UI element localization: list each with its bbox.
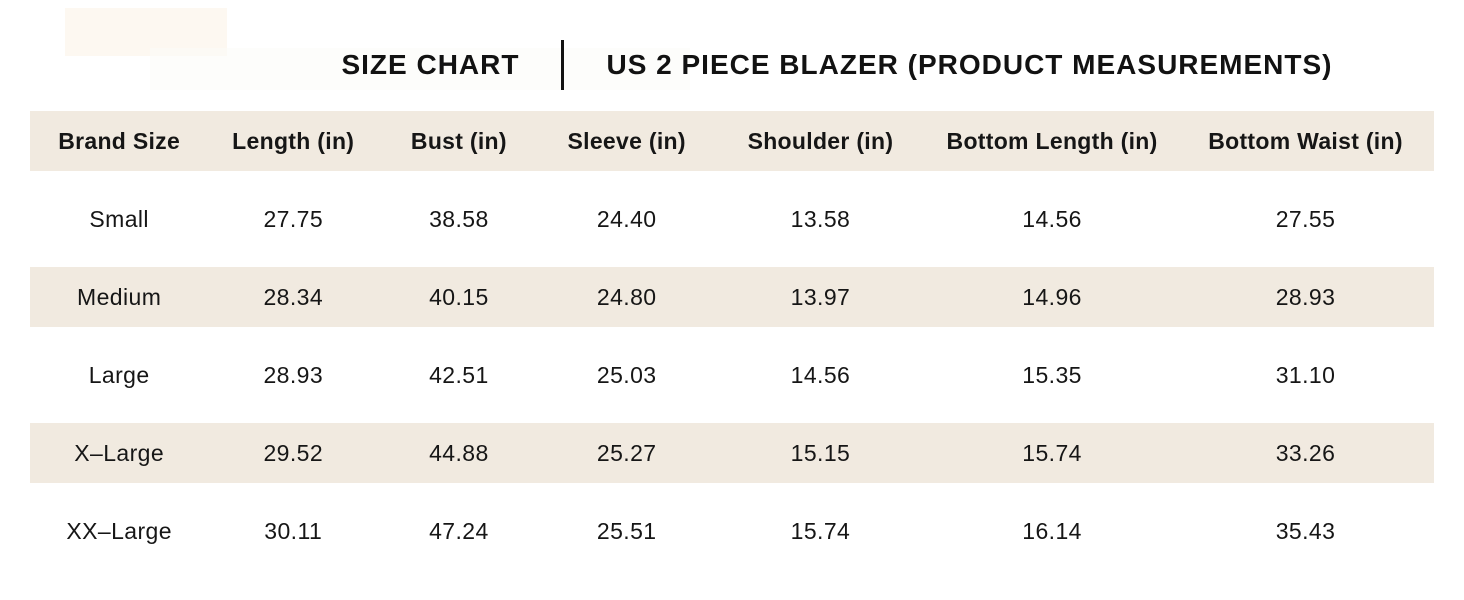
table-cell: 47.24 xyxy=(378,492,540,570)
table-cell: 33.26 xyxy=(1177,414,1434,492)
table-cell: 25.27 xyxy=(539,414,714,492)
table-cell: 29.52 xyxy=(208,414,379,492)
title-divider xyxy=(561,40,565,90)
table-cell: 24.80 xyxy=(539,258,714,336)
size-chart-table: Brand Size Length (in) Bust (in) Sleeve … xyxy=(30,102,1434,570)
table-cell: 40.15 xyxy=(378,258,540,336)
header-bottom-length: Bottom Length (in) xyxy=(927,102,1178,180)
table-cell: 27.55 xyxy=(1177,180,1434,258)
title-size-chart: SIZE CHART xyxy=(341,49,520,80)
table-cell: 13.58 xyxy=(713,180,928,258)
header-shoulder: Shoulder (in) xyxy=(713,102,928,180)
table-cell: 27.75 xyxy=(208,180,379,258)
header-bust: Bust (in) xyxy=(378,102,540,180)
table-cell: 14.56 xyxy=(927,180,1178,258)
table-cell: 15.35 xyxy=(927,336,1178,414)
brand-size-cell: Small xyxy=(30,180,209,258)
brand-size-cell: XX–Large xyxy=(30,492,209,570)
header-length: Length (in) xyxy=(208,102,379,180)
table-row-small: Small 27.75 38.58 24.40 13.58 14.56 27.5… xyxy=(30,180,1434,258)
brand-size-cell: Medium xyxy=(30,258,209,336)
table-cell: 30.11 xyxy=(208,492,379,570)
table-cell: 13.97 xyxy=(713,258,928,336)
brand-size-cell: X–Large xyxy=(30,414,209,492)
table-row-x-large: X–Large 29.52 44.88 25.27 15.15 15.74 33… xyxy=(30,414,1434,492)
table-cell: 15.74 xyxy=(713,492,928,570)
table-cell: 25.03 xyxy=(539,336,714,414)
table-row-large: Large 28.93 42.51 25.03 14.56 15.35 31.1… xyxy=(30,336,1434,414)
table-cell: 25.51 xyxy=(539,492,714,570)
page-title: SIZE CHART US 2 PIECE BLAZER (PRODUCT ME… xyxy=(0,40,1464,90)
header-brand-size: Brand Size xyxy=(30,102,209,180)
table-cell: 28.34 xyxy=(208,258,379,336)
table-cell: 15.15 xyxy=(713,414,928,492)
table-row-xx-large: XX–Large 30.11 47.24 25.51 15.74 16.14 3… xyxy=(30,492,1434,570)
header-sleeve: Sleeve (in) xyxy=(539,102,714,180)
table-cell: 14.96 xyxy=(927,258,1178,336)
table-cell: 31.10 xyxy=(1177,336,1434,414)
table-cell: 42.51 xyxy=(378,336,540,414)
table-row-medium: Medium 28.34 40.15 24.80 13.97 14.96 28.… xyxy=(30,258,1434,336)
faded-watermark-text xyxy=(150,48,690,90)
title-product-name: US 2 PIECE BLAZER (PRODUCT MEASUREMENTS) xyxy=(606,49,1333,80)
table-cell: 14.56 xyxy=(713,336,928,414)
table-cell: 24.40 xyxy=(539,180,714,258)
table-header-row: Brand Size Length (in) Bust (in) Sleeve … xyxy=(30,102,1434,180)
table-cell: 28.93 xyxy=(1177,258,1434,336)
header-bottom-waist: Bottom Waist (in) xyxy=(1177,102,1434,180)
brand-size-cell: Large xyxy=(30,336,209,414)
table-cell: 44.88 xyxy=(378,414,540,492)
table-cell: 28.93 xyxy=(208,336,379,414)
table-cell: 38.58 xyxy=(378,180,540,258)
table-cell: 15.74 xyxy=(927,414,1178,492)
table-cell: 16.14 xyxy=(927,492,1178,570)
table-cell: 35.43 xyxy=(1177,492,1434,570)
